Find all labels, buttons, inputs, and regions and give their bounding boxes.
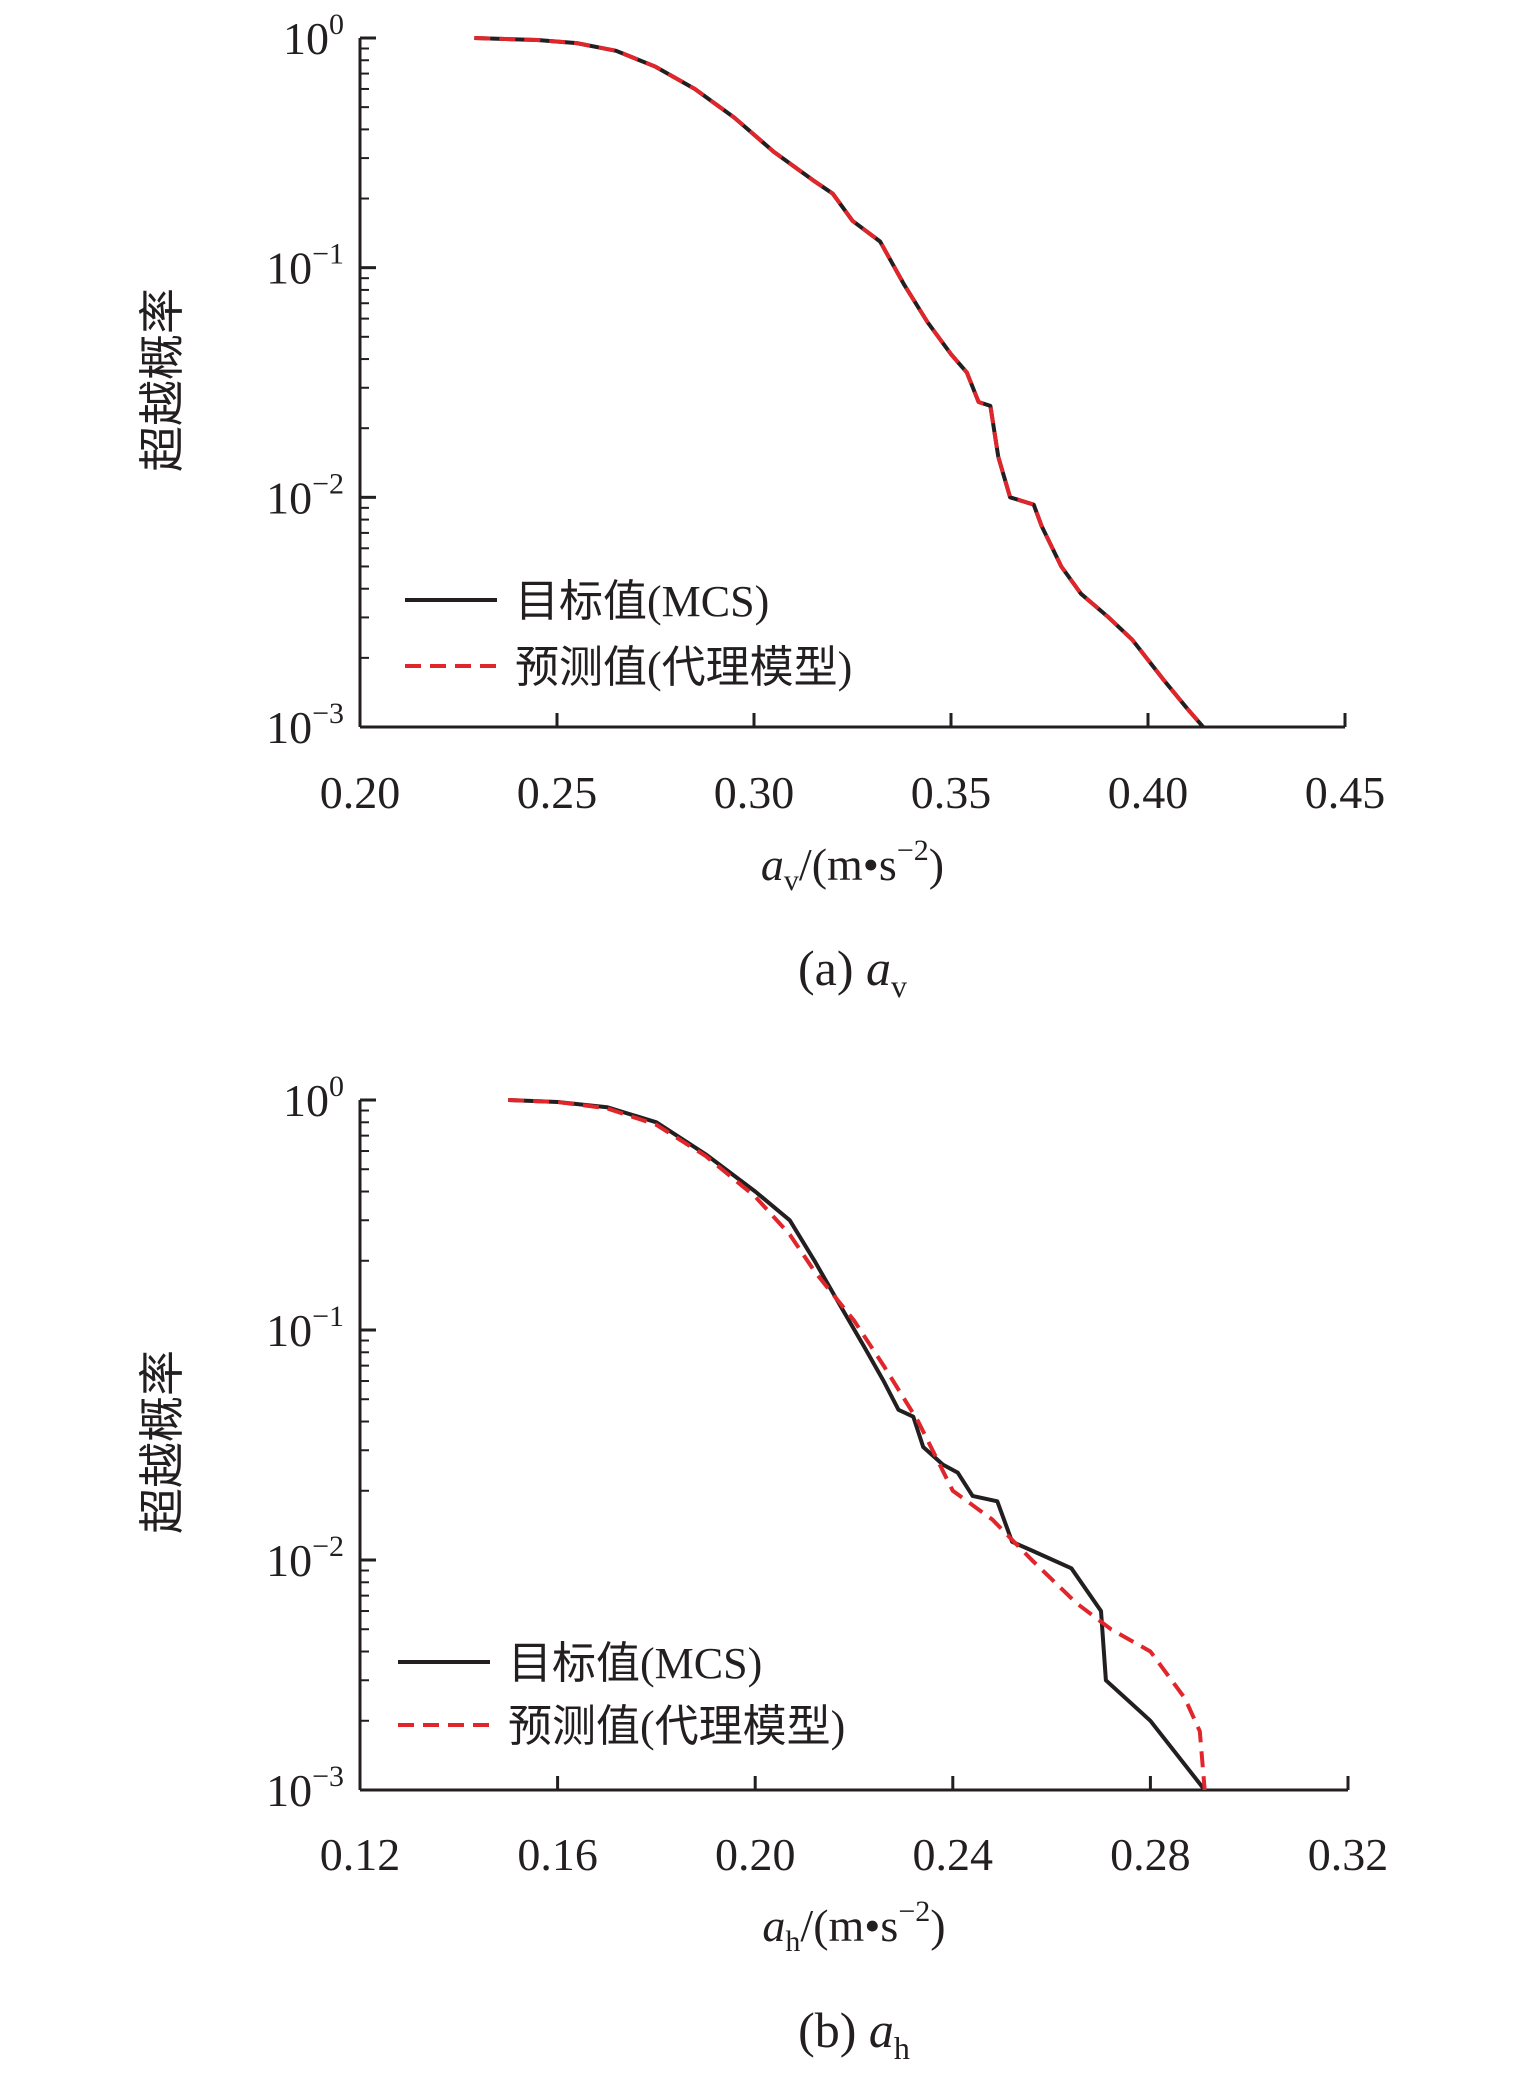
legend-label: 预测值(代理模型) — [508, 1702, 845, 1751]
y-axis-label: 超越概率 — [137, 288, 188, 472]
y-tick-label: 10−1 — [266, 238, 344, 294]
legend-label: 预测值(代理模型) — [515, 643, 852, 692]
chart-panel-a: 100 10−1 10−2 10−3 0.20 0.25 0.30 0.35 0.40 0.45 超… — [137, 8, 1385, 1004]
series-line-predicted — [474, 36, 1205, 729]
legend-label: 目标值(MCS) — [515, 577, 769, 626]
series-line-predicted — [508, 1098, 1207, 1791]
x-tick-label: 0.24 — [913, 1829, 994, 1880]
x-tick-label: 0.20 — [715, 1829, 796, 1880]
y-tick-label: 10−1 — [266, 1300, 344, 1356]
x-axis-label: ah/(m•s−2) — [762, 1895, 945, 1958]
x-axis-label: av/(m•s−2) — [761, 834, 944, 897]
x-tick-label: 0.25 — [517, 767, 598, 818]
x-tick-label: 0.16 — [517, 1829, 598, 1880]
x-tick-label: 0.20 — [320, 767, 401, 818]
legend: 目标值(MCS) 预测值(代理模型) — [398, 1639, 845, 1751]
x-tick-label: 0.32 — [1308, 1829, 1389, 1880]
y-tick-label: 10−3 — [266, 697, 344, 753]
y-axis-label: 超越概率 — [137, 1350, 188, 1534]
x-tick-label: 0.45 — [1305, 767, 1386, 818]
panel-caption: (b) ah — [798, 2002, 910, 2066]
y-tick-label: 10−2 — [266, 1530, 344, 1586]
chart-panel-b: 100 10−1 10−2 10−3 0.12 0.16 0.20 0.24 0.28 0.32 超… — [137, 1070, 1388, 2066]
y-tick-label: 10−2 — [266, 467, 344, 523]
legend-label: 目标值(MCS) — [508, 1639, 762, 1688]
x-tick-label: 0.35 — [911, 767, 992, 818]
y-tick-label: 100 — [283, 1070, 344, 1126]
y-tick-label: 100 — [283, 8, 344, 64]
x-tick-label: 0.30 — [714, 767, 795, 818]
y-tick-label: 10−3 — [266, 1760, 344, 1816]
x-tick-label: 0.28 — [1110, 1829, 1191, 1880]
x-tick-label: 0.12 — [320, 1829, 401, 1880]
panel-caption: (a) av — [798, 940, 907, 1004]
x-tick-label: 0.40 — [1108, 767, 1189, 818]
legend: 目标值(MCS) 预测值(代理模型) — [405, 577, 852, 692]
